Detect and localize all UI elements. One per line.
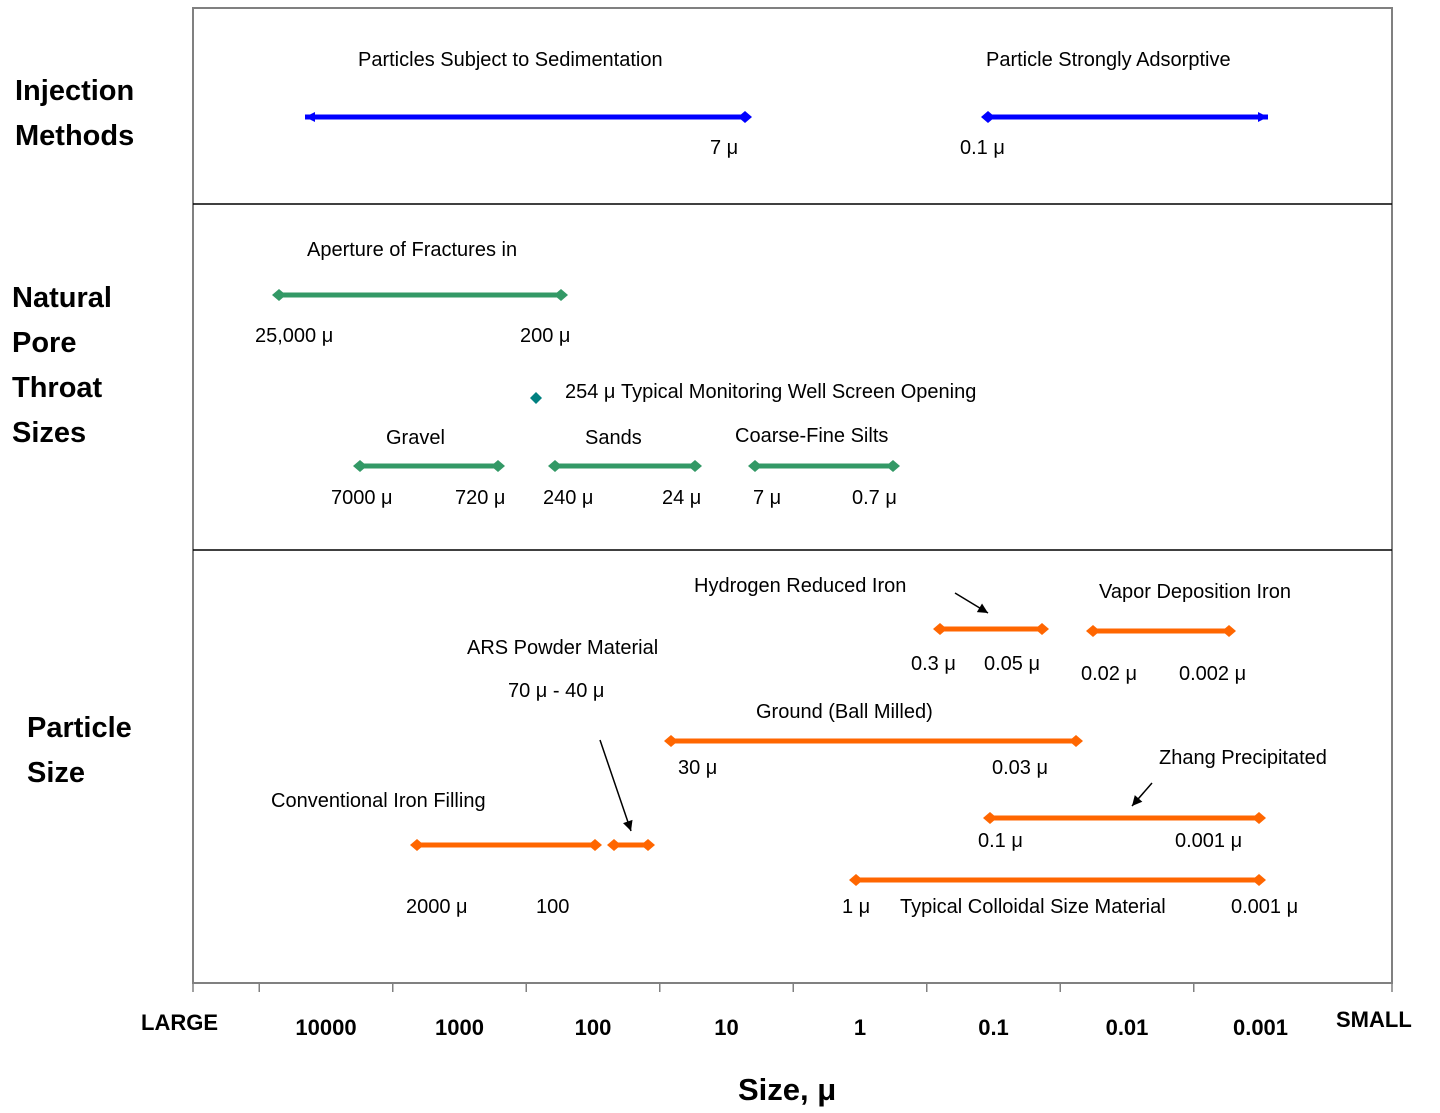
range-end-marker bbox=[641, 839, 655, 851]
value-label: 0.001 μ bbox=[1231, 896, 1298, 918]
range-end-marker bbox=[981, 111, 995, 123]
range-label: Conventional Iron Filling bbox=[271, 790, 486, 812]
x-axis-end-label-small: SMALL bbox=[1336, 1007, 1412, 1032]
value-label: 7 μ bbox=[753, 487, 781, 509]
value-label: 70 μ - 40 μ bbox=[508, 680, 604, 702]
value-label: 0.1 μ bbox=[960, 137, 1005, 159]
range-end-marker bbox=[983, 812, 997, 824]
range-end-marker bbox=[1069, 735, 1083, 747]
row-label-injection: Injection bbox=[15, 75, 134, 107]
range-end-marker bbox=[1086, 625, 1100, 637]
x-tick-label: 1000 bbox=[435, 1015, 484, 1040]
value-label: 7 μ bbox=[710, 137, 738, 159]
range-end-marker bbox=[491, 460, 505, 472]
value-label: 240 μ bbox=[543, 487, 593, 509]
range-end-marker bbox=[664, 735, 678, 747]
value-label: 24 μ bbox=[662, 487, 701, 509]
range-label: Hydrogen Reduced Iron bbox=[694, 575, 906, 597]
x-axis-title: Size, μ bbox=[738, 1072, 836, 1107]
value-label: 100 bbox=[536, 896, 569, 918]
value-label: 0.03 μ bbox=[992, 757, 1048, 779]
x-axis-ticks: 10000 1000 100 10 1 0.1 0.01 0.001 bbox=[193, 983, 1392, 1040]
x-axis-end-label-large: LARGE bbox=[141, 1010, 218, 1035]
value-label: 0.002 μ bbox=[1179, 663, 1246, 685]
value-label: 0.02 μ bbox=[1081, 663, 1137, 685]
value-label: 30 μ bbox=[678, 757, 717, 779]
x-tick-label: 100 bbox=[575, 1015, 612, 1040]
value-label: 0.3 μ bbox=[911, 653, 956, 675]
range-end-marker bbox=[410, 839, 424, 851]
range-label: Particle Strongly Adsorptive bbox=[986, 49, 1231, 71]
well-screen-marker bbox=[530, 392, 542, 404]
range-label: Aperture of Fractures in bbox=[307, 239, 517, 261]
range-label: Vapor Deposition Iron bbox=[1099, 581, 1291, 603]
value-label: 2000 μ bbox=[406, 896, 468, 918]
range-end-marker bbox=[933, 623, 947, 635]
callout-arrow bbox=[955, 593, 988, 613]
value-label: 720 μ bbox=[455, 487, 505, 509]
range-end-marker bbox=[688, 460, 702, 472]
value-label: 7000 μ bbox=[331, 487, 393, 509]
range-end-marker bbox=[1035, 623, 1049, 635]
value-label: 0.7 μ bbox=[852, 487, 897, 509]
point-label: 254 μ Typical Monitoring Well Screen Ope… bbox=[565, 381, 976, 403]
range-end-marker bbox=[548, 460, 562, 472]
range-end-marker bbox=[607, 839, 621, 851]
row-label-natural: Natural bbox=[12, 282, 112, 314]
value-label: 0.001 μ bbox=[1175, 830, 1242, 852]
row-label-particle: Particle bbox=[27, 712, 132, 744]
range-end-marker bbox=[849, 874, 863, 886]
range-label: ARS Powder Material bbox=[467, 637, 658, 659]
range-end-marker bbox=[886, 460, 900, 472]
callout-arrow bbox=[1132, 783, 1152, 806]
x-tick-label: 0.1 bbox=[978, 1015, 1009, 1040]
callout-arrow bbox=[600, 740, 631, 831]
row-label-natural: Throat bbox=[12, 372, 103, 404]
x-tick-label: 10 bbox=[714, 1015, 738, 1040]
range-label: Coarse-Fine Silts bbox=[735, 425, 888, 447]
x-tick-label: 0.01 bbox=[1106, 1015, 1149, 1040]
range-end-marker bbox=[272, 289, 286, 301]
value-label: 25,000 μ bbox=[255, 325, 333, 347]
range-end-marker bbox=[748, 460, 762, 472]
range-end-marker bbox=[1252, 874, 1266, 886]
range-label: Zhang Precipitated bbox=[1159, 747, 1327, 769]
value-label: 0.05 μ bbox=[984, 653, 1040, 675]
row-label-particle: Size bbox=[27, 757, 85, 789]
row-label-injection: Methods bbox=[15, 120, 134, 152]
range-label: Ground (Ball Milled) bbox=[756, 701, 933, 723]
range-label: Sands bbox=[585, 427, 642, 449]
value-label: 1 μ bbox=[842, 896, 870, 918]
value-label: 0.1 μ bbox=[978, 830, 1023, 852]
range-end-marker bbox=[353, 460, 367, 472]
range-end-marker bbox=[1222, 625, 1236, 637]
range-end-marker bbox=[1252, 812, 1266, 824]
row-label-natural: Pore bbox=[12, 327, 76, 359]
range-label: Particles Subject to Sedimentation bbox=[358, 49, 663, 71]
x-tick-label: 10000 bbox=[295, 1015, 356, 1040]
row-label-natural: Sizes bbox=[12, 417, 86, 449]
value-label: 200 μ bbox=[520, 325, 570, 347]
range-end-marker bbox=[588, 839, 602, 851]
x-tick-label: 0.001 bbox=[1233, 1015, 1288, 1040]
range-end-marker bbox=[554, 289, 568, 301]
range-end-marker bbox=[738, 111, 752, 123]
range-label: Typical Colloidal Size Material bbox=[900, 896, 1166, 918]
x-tick-label: 1 bbox=[854, 1015, 866, 1040]
range-label: Gravel bbox=[386, 427, 445, 449]
